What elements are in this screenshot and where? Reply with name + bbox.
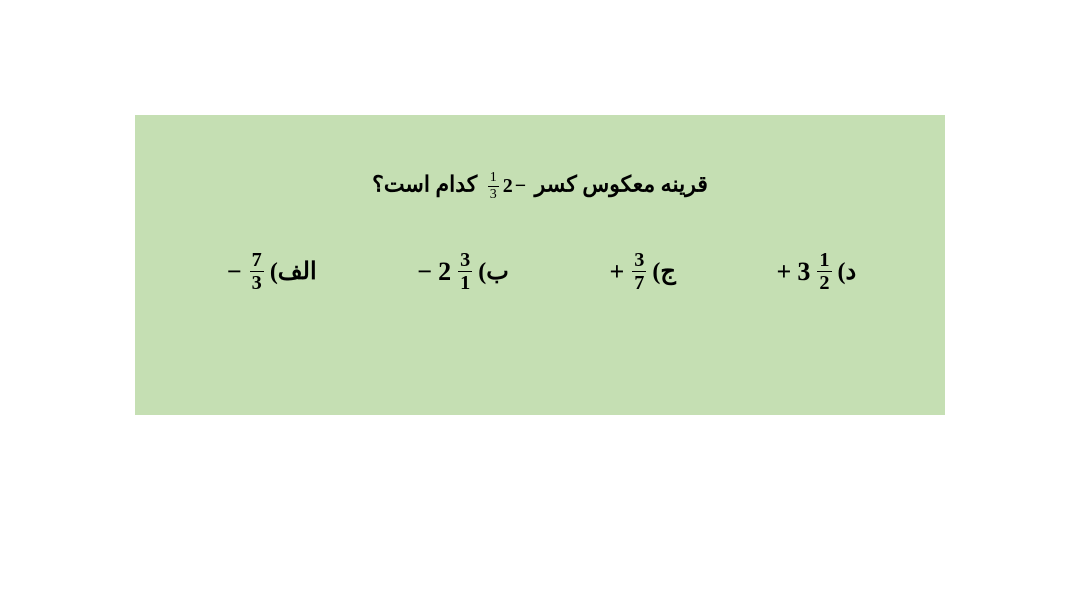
option-a[interactable]: الف) − 7 3 bbox=[224, 250, 317, 294]
option-b-sign: − bbox=[417, 257, 432, 287]
option-b-fraction: 3 1 bbox=[458, 250, 472, 294]
option-b-whole: 2 bbox=[438, 257, 451, 287]
option-c-fraction: 3 7 bbox=[632, 250, 646, 294]
option-b-den: 1 bbox=[458, 271, 472, 293]
question-whole: 2 bbox=[503, 175, 513, 198]
option-c-math: + 3 7 bbox=[606, 250, 648, 294]
option-d-num: 1 bbox=[817, 250, 831, 271]
option-d-whole: 3 bbox=[797, 257, 810, 287]
option-d-den: 2 bbox=[817, 271, 831, 293]
question-mixed-number: 1 3 2 − bbox=[486, 171, 526, 202]
options-row: الف) − 7 3 ب) − 2 3 1 ج) bbox=[175, 250, 905, 294]
option-c-den: 7 bbox=[632, 271, 646, 293]
option-b-label: ب) bbox=[478, 257, 509, 286]
question-sign: − bbox=[515, 175, 526, 198]
option-c[interactable]: ج) + 3 7 bbox=[606, 250, 675, 294]
option-b-math: − 2 3 1 bbox=[414, 250, 474, 294]
question-suffix: کدام است؟ bbox=[372, 172, 477, 197]
option-d-fraction: 1 2 bbox=[817, 250, 831, 294]
option-d-label: د) bbox=[838, 257, 857, 286]
option-a-math: − 7 3 bbox=[224, 250, 266, 294]
question-frac-den: 3 bbox=[488, 186, 499, 202]
option-a-label: الف) bbox=[270, 257, 317, 286]
question-frac-num: 1 bbox=[488, 171, 499, 186]
option-d-sign: + bbox=[777, 257, 792, 287]
question-prefix: قرینه معکوس کسر bbox=[535, 172, 708, 197]
option-c-num: 3 bbox=[632, 250, 646, 271]
option-d-math: + 3 1 2 bbox=[774, 250, 834, 294]
option-d[interactable]: د) + 3 1 2 bbox=[774, 250, 857, 294]
question-fraction: 1 3 bbox=[488, 171, 499, 202]
option-b[interactable]: ب) − 2 3 1 bbox=[414, 250, 509, 294]
option-a-sign: − bbox=[227, 257, 242, 287]
question-text: قرینه معکوس کسر 1 3 2 − کدام است؟ bbox=[175, 171, 905, 202]
option-a-fraction: 7 3 bbox=[250, 250, 264, 294]
option-b-num: 3 bbox=[458, 250, 472, 271]
option-a-num: 7 bbox=[250, 250, 264, 271]
question-card: قرینه معکوس کسر 1 3 2 − کدام است؟ الف) −… bbox=[135, 115, 945, 415]
option-a-den: 3 bbox=[250, 271, 264, 293]
option-c-sign: + bbox=[609, 257, 624, 287]
option-c-label: ج) bbox=[652, 257, 675, 286]
